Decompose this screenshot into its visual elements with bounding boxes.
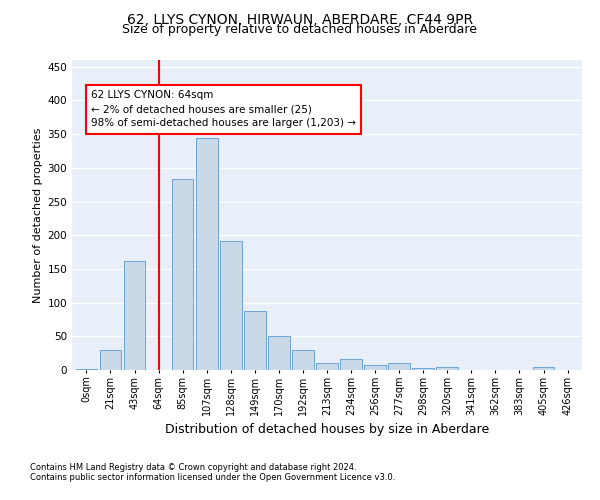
Bar bbox=[412, 368, 434, 370]
Bar bbox=[220, 240, 242, 370]
Bar bbox=[388, 364, 410, 370]
X-axis label: Distribution of detached houses by size in Aberdare: Distribution of detached houses by size … bbox=[165, 424, 489, 436]
Y-axis label: Number of detached properties: Number of detached properties bbox=[33, 128, 43, 302]
Bar bbox=[436, 366, 458, 370]
Text: Contains public sector information licensed under the Open Government Licence v3: Contains public sector information licen… bbox=[30, 474, 395, 482]
Text: Size of property relative to detached houses in Aberdare: Size of property relative to detached ho… bbox=[122, 22, 478, 36]
Bar bbox=[340, 359, 362, 370]
Bar bbox=[196, 138, 218, 370]
Bar bbox=[533, 366, 554, 370]
Text: 62 LLYS CYNON: 64sqm
← 2% of detached houses are smaller (25)
98% of semi-detach: 62 LLYS CYNON: 64sqm ← 2% of detached ho… bbox=[91, 90, 356, 128]
Bar bbox=[76, 368, 97, 370]
Bar bbox=[364, 364, 386, 370]
Text: Contains HM Land Registry data © Crown copyright and database right 2024.: Contains HM Land Registry data © Crown c… bbox=[30, 464, 356, 472]
Bar bbox=[244, 310, 266, 370]
Bar bbox=[100, 350, 121, 370]
Bar bbox=[124, 261, 145, 370]
Text: 62, LLYS CYNON, HIRWAUN, ABERDARE, CF44 9PR: 62, LLYS CYNON, HIRWAUN, ABERDARE, CF44 … bbox=[127, 12, 473, 26]
Bar bbox=[292, 350, 314, 370]
Bar bbox=[172, 180, 193, 370]
Bar bbox=[316, 364, 338, 370]
Bar bbox=[268, 336, 290, 370]
